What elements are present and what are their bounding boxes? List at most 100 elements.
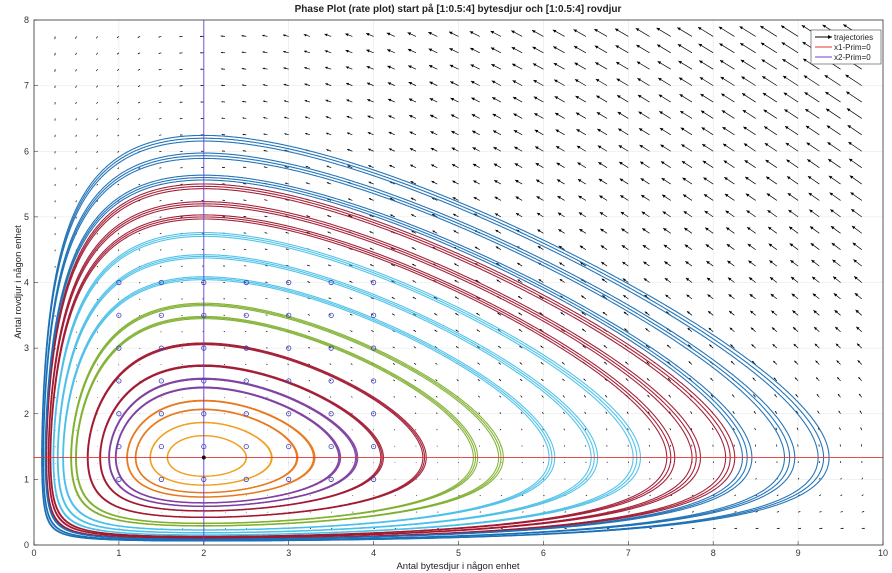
field-arrow-head bbox=[658, 94, 663, 98]
field-arrow-head bbox=[647, 394, 649, 397]
field-arrow-head bbox=[469, 31, 474, 35]
start-point-marker bbox=[201, 378, 207, 384]
field-arrow-head bbox=[747, 227, 751, 231]
field-arrow-head bbox=[242, 166, 245, 168]
start-point-marker bbox=[328, 312, 334, 318]
field-arrow-head bbox=[793, 343, 797, 347]
field-arrow-head bbox=[685, 277, 690, 281]
start-point-marker bbox=[328, 476, 334, 482]
field-arrow-head bbox=[812, 293, 817, 297]
field-arrow bbox=[520, 395, 523, 398]
field-arrow-head bbox=[829, 192, 834, 196]
field-arrow-head bbox=[491, 80, 496, 84]
start-point-marker bbox=[243, 411, 249, 417]
field-arrow bbox=[649, 478, 651, 480]
field-arrow-head bbox=[677, 27, 681, 31]
field-arrow-head bbox=[802, 41, 807, 46]
field-arrow-head bbox=[347, 148, 350, 152]
field-arrow-head bbox=[625, 378, 628, 380]
field-arrow-head bbox=[534, 113, 538, 117]
field-arrow bbox=[691, 511, 694, 513]
y-tick-label: 8 bbox=[24, 15, 29, 25]
field-arrow-head bbox=[583, 378, 585, 381]
trajectory-orbit bbox=[62, 276, 556, 531]
field-arrow bbox=[436, 429, 438, 431]
field-arrow bbox=[585, 494, 588, 497]
field-arrow-head bbox=[763, 109, 768, 113]
field-arrow-head bbox=[555, 129, 560, 133]
field-arrow-head bbox=[705, 244, 710, 248]
field-arrow-head bbox=[450, 97, 455, 101]
field-arrow-head bbox=[367, 99, 371, 102]
x-tick-label: 5 bbox=[456, 548, 461, 558]
field-arrow-head bbox=[772, 344, 776, 347]
field-arrow-head bbox=[747, 243, 752, 248]
field-arrow bbox=[265, 281, 268, 283]
field-arrow-head bbox=[795, 394, 798, 396]
start-point-marker bbox=[158, 345, 164, 351]
trajectory-orbit bbox=[43, 157, 786, 541]
field-arrow bbox=[819, 511, 822, 513]
field-arrow-head bbox=[432, 230, 435, 233]
field-arrow-head bbox=[784, 109, 788, 113]
start-point-marker bbox=[286, 411, 292, 417]
field-arrow-head bbox=[451, 131, 455, 134]
field-arrow-head bbox=[54, 54, 56, 56]
field-arrow-head bbox=[700, 110, 705, 114]
field-arrow bbox=[138, 200, 141, 202]
field-arrow-head bbox=[535, 146, 539, 150]
field-arrow-head bbox=[410, 197, 414, 200]
field-arrow bbox=[648, 428, 650, 431]
y-tick-label: 0 bbox=[24, 540, 29, 550]
field-arrow bbox=[308, 363, 311, 365]
field-arrow bbox=[329, 396, 332, 398]
field-arrow-head bbox=[221, 84, 223, 87]
field-arrow bbox=[713, 494, 715, 497]
field-arrow-head bbox=[449, 48, 453, 52]
field-arrow-head bbox=[656, 27, 661, 31]
field-arrow bbox=[117, 298, 120, 300]
start-point-marker bbox=[116, 476, 122, 482]
field-arrow-head bbox=[687, 311, 690, 314]
field-arrow-head bbox=[284, 133, 287, 135]
field-arrow-head bbox=[762, 76, 766, 80]
field-arrow bbox=[606, 478, 609, 480]
field-arrow-head bbox=[686, 294, 690, 298]
y-tick-label: 1 bbox=[24, 474, 29, 484]
field-arrow bbox=[75, 216, 77, 219]
field-arrow-head bbox=[679, 94, 684, 98]
field-arrow-head bbox=[366, 82, 371, 86]
field-arrow bbox=[287, 363, 289, 365]
field-arrow-head bbox=[785, 142, 790, 146]
field-arrow-head bbox=[201, 167, 203, 169]
field-arrow-head bbox=[180, 134, 182, 136]
field-arrow-head bbox=[536, 212, 541, 216]
start-point-marker bbox=[201, 443, 207, 450]
field-arrow-head bbox=[688, 361, 691, 364]
field-arrow bbox=[760, 25, 778, 37]
field-arrow-head bbox=[496, 279, 499, 282]
field-arrow-head bbox=[456, 346, 458, 348]
field-arrow-head bbox=[387, 65, 391, 69]
field-arrow-head bbox=[732, 411, 734, 413]
field-arrow-head bbox=[709, 344, 712, 347]
field-arrow-head bbox=[805, 125, 810, 129]
field-arrow-head bbox=[835, 326, 839, 330]
field-arrow-head bbox=[345, 66, 349, 70]
x-tick-label: 7 bbox=[626, 548, 631, 558]
field-arrow-head bbox=[391, 280, 394, 283]
field-arrow bbox=[414, 395, 417, 398]
trajectory-orbit bbox=[126, 400, 314, 498]
x-tick-label: 3 bbox=[286, 548, 291, 558]
field-arrow-head bbox=[137, 36, 139, 38]
field-arrow bbox=[477, 379, 480, 382]
field-arrow-head bbox=[304, 66, 307, 70]
field-arrow bbox=[117, 118, 120, 121]
field-arrow-head bbox=[619, 161, 623, 165]
field-arrow-head bbox=[582, 328, 585, 331]
field-arrow-head bbox=[788, 209, 792, 214]
field-arrow-head bbox=[303, 34, 307, 37]
field-arrow-head bbox=[748, 277, 753, 281]
start-point-marker bbox=[201, 279, 207, 286]
field-arrow-head bbox=[241, 51, 244, 54]
